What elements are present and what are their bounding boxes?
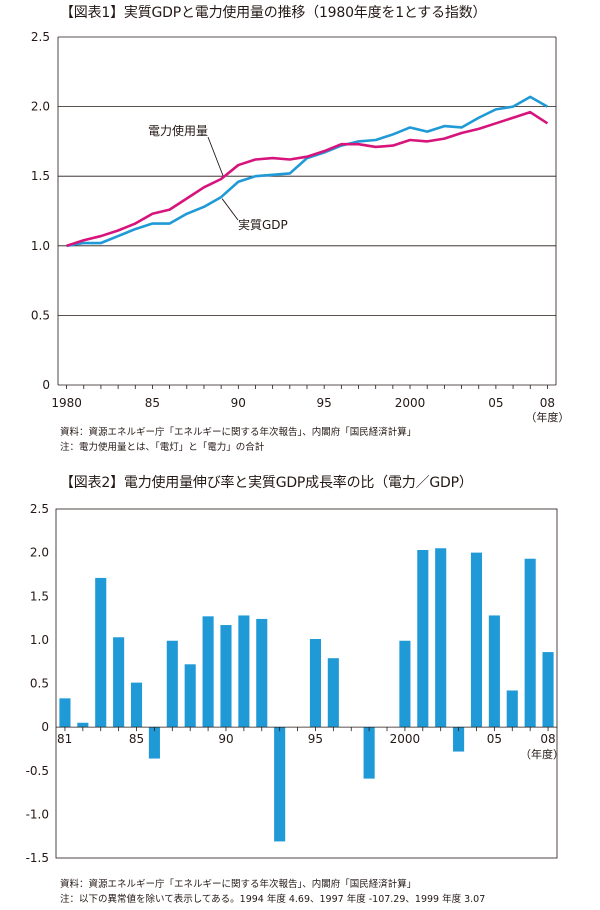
chart1-x-tick-label: 05 xyxy=(488,396,503,410)
chart2-title: 【図表2】電力使用量伸び率と実質GDP成長率の比（電力／GDP） xyxy=(60,475,473,491)
chart2-y-tick-label: 1.5 xyxy=(30,589,49,603)
chart1-x-tick-label: 90 xyxy=(231,396,246,410)
chart1-y-tick-label: 1.0 xyxy=(31,239,50,253)
chart1-x-tick-label: 08 xyxy=(540,396,555,410)
chart2-y-tick-label: 0 xyxy=(41,720,49,734)
chart1-x-tick-label: 2000 xyxy=(395,396,426,410)
chart2-source-note: 資料：資源エネルギー庁「エネルギーに関する年次報告」、内閣府「国民経済計算」 xyxy=(60,879,417,890)
chart2-x-axis-unit: （年度） xyxy=(520,747,564,761)
chart2-bar xyxy=(309,639,321,728)
chart2-bar xyxy=(202,616,214,728)
chart2-y-tick-label: 0.5 xyxy=(30,677,49,691)
chart1-y-tick-label: 2.0 xyxy=(31,100,50,114)
chart1-callout-gdp: 実質GDP xyxy=(238,217,288,232)
chart2-y-tick-label: -1.0 xyxy=(26,807,49,821)
chart2-bar xyxy=(184,664,196,728)
chart2-bar xyxy=(453,727,465,752)
chart1-callout-leader xyxy=(207,136,224,177)
chart2-bar xyxy=(220,625,232,728)
chart2-plot-frame xyxy=(55,508,558,859)
chart1-y-tick-label: 2.5 xyxy=(31,30,50,44)
chart2-y-tick-label: 2.0 xyxy=(30,546,49,560)
chart1-source-note: 資料：資源エネルギー庁「エネルギーに関する年次報告」、内閣府「国民経済計算」 xyxy=(60,427,417,438)
chart2-x-tick-label: 08 xyxy=(540,732,555,746)
chart2-svg: 2.5 2.0 1.5 1.0 0.5 0 -0.5 -1.0 -1.5 81 85 90 95 2000… xyxy=(26,502,564,865)
chart2-bar xyxy=(363,727,375,779)
chart1-x-tick-label: 1980 xyxy=(51,396,82,410)
chart2-x-tick-label: 85 xyxy=(129,732,144,746)
chart2-bar xyxy=(470,552,483,728)
chart1-title: 【図表1】実質GDPと電力使用量の推移（1980年度を1とする指数） xyxy=(60,5,487,21)
chart1-series-electricity-line xyxy=(66,110,549,248)
chart2-x-tick-label: 05 xyxy=(487,732,502,746)
chart2-bar xyxy=(95,577,107,728)
chart1-y-tick-label: 0.5 xyxy=(31,308,50,322)
chart2-bar xyxy=(399,640,411,728)
chart1-svg: 0 0.5 1.0 1.5 2.0 2.5 1980 85 90 95 2000 05 08（年度） 電力… xyxy=(31,30,570,424)
chart1-x-tick-label: 95 xyxy=(317,396,332,410)
chart1-definition-note: 注：電力使用量とは、「電灯」と「電力」の合計 xyxy=(60,442,265,453)
chart2-bar xyxy=(417,550,429,728)
chart2-x-tick-label: 81 xyxy=(57,732,72,746)
chart2-bar xyxy=(435,548,447,728)
chart2-bar xyxy=(166,640,178,728)
chart2-y-tick-label: -0.5 xyxy=(26,764,49,778)
chart2-bar xyxy=(488,615,500,728)
chart2-y-tick-label: 1.0 xyxy=(30,633,49,647)
chart2-bar xyxy=(148,727,160,759)
chart2-bar xyxy=(130,682,143,728)
chart2-bar xyxy=(327,658,339,728)
chart1-series-gdp-line xyxy=(66,95,549,248)
chart2-bar xyxy=(59,698,71,728)
chart1-callout-electricity: 電力使用量 xyxy=(148,123,208,138)
chart2-bar xyxy=(256,618,268,728)
chart1-x-tick-label: 85 xyxy=(145,396,160,410)
chart1-y-tick-label: 0 xyxy=(42,378,50,392)
chart1-x-axis-unit: （年度） xyxy=(525,410,569,424)
chart2-x-tick-label: 2000 xyxy=(390,732,421,746)
chart2-bar xyxy=(542,652,554,728)
chart2-bar xyxy=(238,615,250,728)
chart2-bar xyxy=(113,637,125,728)
chart2-x-tick-label: 90 xyxy=(218,732,233,746)
chart1-callout-leader xyxy=(221,198,239,221)
chart2-bar xyxy=(506,690,518,728)
chart2-y-tick-label: 2.5 xyxy=(30,502,49,516)
chart2-x-tick-label: 95 xyxy=(308,732,323,746)
chart1-y-tick-label: 1.5 xyxy=(31,169,50,183)
chart2-bar xyxy=(524,558,536,728)
chart2-y-tick-label: -1.5 xyxy=(26,851,49,865)
chart2-bar xyxy=(77,722,89,728)
chart2-bar xyxy=(274,727,286,842)
chart2-outlier-note: 注：以下の異常値を除いて表示してある。1994 年度 4.69、1997 年度 … xyxy=(60,894,486,905)
